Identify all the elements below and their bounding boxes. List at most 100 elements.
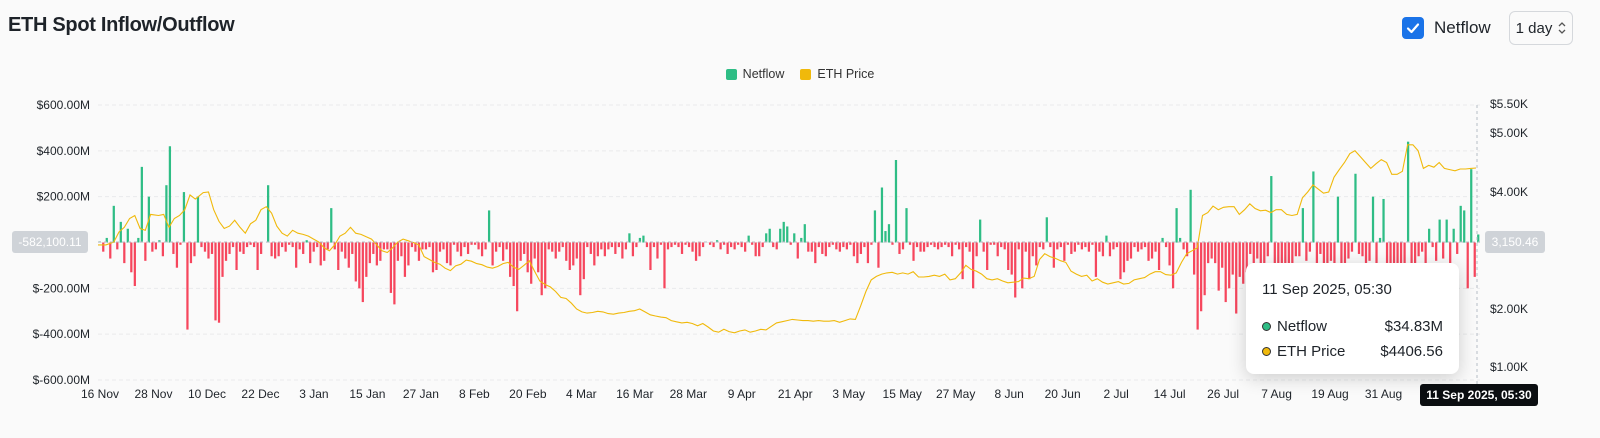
netflow-bar (1157, 242, 1161, 270)
netflow-bar (986, 242, 989, 270)
netflow-bar (281, 242, 284, 248)
netflow-bar (863, 242, 866, 248)
netflow-bar (526, 242, 529, 273)
netflow-bar (782, 221, 785, 243)
netflow-bar (1221, 242, 1224, 268)
netflow-bar (652, 242, 656, 248)
netflow-bar (1101, 242, 1105, 257)
netflow-bar (849, 242, 852, 245)
netflow-bar (621, 242, 624, 259)
netflow-bar (1228, 242, 1231, 289)
netflow-bar (1024, 242, 1027, 252)
netflow-bar (1056, 242, 1059, 250)
crosshair-time-value: 11 Sep 2025, 05:30 (1426, 388, 1532, 402)
netflow-bar (154, 242, 157, 250)
netflow-bar (347, 242, 350, 268)
netflow-bar (1470, 169, 1473, 243)
netflow-bar (1080, 242, 1084, 250)
netflow-bar (568, 242, 571, 270)
x-axis-tick-label: 22 Dec (241, 387, 279, 401)
netflow-bar (765, 233, 768, 243)
netflow-bar (274, 242, 277, 259)
netflow-bar (1459, 205, 1462, 243)
netflow-bar (494, 242, 498, 252)
netflow-bar (803, 224, 806, 243)
netflow-bar (751, 242, 754, 245)
netflow-bar (1406, 141, 1410, 243)
netflow-toggle-label: Netflow (1434, 18, 1491, 37)
netflow-bar (365, 242, 368, 277)
netflow-bar (207, 242, 210, 259)
netflow-bar (1112, 242, 1115, 250)
netflow-bar (1171, 242, 1175, 289)
x-axis-tick-label: 16 Mar (616, 387, 653, 401)
netflow-bar (1193, 242, 1196, 275)
netflow-bar (1421, 242, 1424, 252)
netflow-bar (435, 242, 438, 270)
netflow-bar (302, 242, 305, 254)
netflow-checkbox[interactable] (1402, 17, 1424, 39)
netflow-bar (554, 242, 557, 259)
netflow-bar (316, 242, 319, 248)
interval-select[interactable]: 1 day (1509, 11, 1573, 45)
x-axis-tick-label: 16 Nov (81, 387, 119, 401)
netflow-bar (1231, 242, 1234, 275)
netflow-bar (996, 242, 999, 257)
netflow-bar (943, 242, 947, 245)
legend-item-netflow[interactable]: Netflow (725, 67, 784, 81)
netflow-bar (894, 160, 898, 243)
netflow-bar (1284, 242, 1287, 264)
netflow-bar (214, 242, 217, 321)
netflow-bar (593, 242, 596, 266)
netflow-bar (1473, 242, 1476, 277)
netflow-bar (1301, 208, 1304, 243)
netflow-bar (1126, 242, 1129, 261)
netflow-bar (484, 242, 487, 250)
netflow-bar (312, 242, 315, 252)
netflow-bar (617, 242, 621, 248)
netflow-bar (505, 242, 508, 250)
netflow-bar (540, 242, 543, 296)
netflow-bar (1105, 235, 1108, 243)
netflow-bar (1298, 242, 1301, 257)
netflow-bar (130, 242, 133, 273)
netflow-bar (866, 242, 870, 264)
netflow-bar (1007, 242, 1010, 270)
netflow-bar (1389, 242, 1392, 273)
chevron-up-down-icon (1558, 21, 1566, 35)
legend-item-eth-price[interactable]: ETH Price (800, 67, 874, 81)
netflow-bar (1087, 242, 1091, 252)
x-axis-tick-label: 31 Aug (1365, 387, 1402, 401)
netflow-bar (389, 242, 393, 293)
netflow-bar (537, 242, 540, 273)
netflow-bar (1266, 242, 1269, 257)
netflow-bar (351, 242, 354, 254)
netflow-bar (1312, 171, 1315, 243)
netflow-bar (368, 242, 371, 264)
netflow-bar (814, 242, 817, 264)
netflow-bar (224, 242, 228, 261)
netflow-bar (354, 242, 357, 282)
x-axis-tick-label: 9 Apr (728, 387, 756, 401)
netflow-bar (1319, 242, 1322, 254)
netflow-bar (463, 242, 466, 248)
netflow-bar (196, 196, 200, 243)
netflow-bar (1091, 242, 1094, 245)
netflow-bar (1031, 242, 1034, 257)
netflow-bar (649, 242, 652, 270)
netflow-bar (1291, 242, 1294, 270)
netflow-bar (235, 242, 238, 270)
crosshair-left-value: -582,100.11 (18, 235, 81, 249)
netflow-bar (873, 210, 877, 243)
netflow-bar (926, 242, 929, 248)
netflow-bar (877, 242, 880, 268)
netflow-bar (386, 242, 389, 250)
netflow-toggle[interactable]: Netflow (1402, 17, 1491, 39)
netflow-bar (572, 242, 575, 266)
netflow-bar (319, 242, 322, 266)
x-axis-tick-label: 7 Aug (1261, 387, 1292, 401)
netflow-bar (182, 192, 186, 243)
netflow-bar (656, 242, 659, 259)
netflow-bar (179, 242, 182, 245)
netflow-bar (203, 242, 207, 252)
